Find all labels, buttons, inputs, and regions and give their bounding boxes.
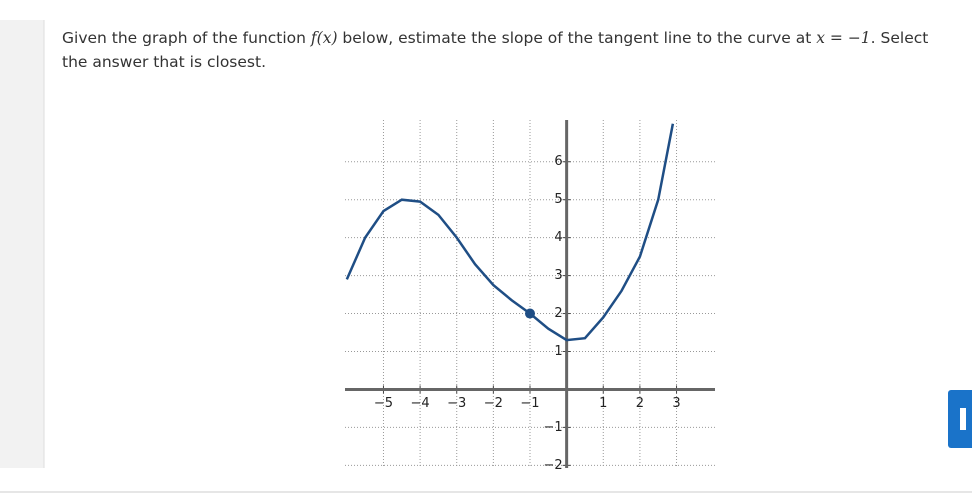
question: Given the graph of the function f(x) bel… [62, 26, 952, 74]
curve [345, 123, 675, 342]
question-text: Given the graph of the function [62, 29, 311, 47]
y-tick-label: −2 [543, 458, 562, 473]
question-text: below, estimate the slope of the tangent… [337, 29, 817, 47]
x-tick-label: −3 [447, 396, 466, 411]
math: f(x) [310, 29, 338, 47]
y-tick-label: −1 [543, 420, 562, 435]
point [525, 308, 535, 319]
y-tick-label: 3 [554, 268, 562, 283]
x-tick-label: −5 [374, 396, 393, 411]
y-tick-label: 4 [554, 230, 562, 245]
side-bar [0, 20, 44, 468]
x-tick-label: 1 [599, 396, 607, 411]
question-text: . Select the answer that is closest. [62, 29, 929, 71]
x-tick-label: −1 [520, 396, 539, 411]
icon [960, 408, 966, 430]
x-tick-label: −2 [484, 396, 503, 411]
x-tick-label: 2 [636, 396, 644, 411]
y-tick-label: 1 [554, 344, 562, 359]
y-tick-label: 2 [554, 306, 562, 321]
x-tick-label: −4 [411, 396, 430, 411]
math: x = −1 [816, 29, 871, 47]
y-tick-label: 5 [554, 192, 562, 207]
y-tick-label: 6 [554, 154, 562, 169]
x-tick-label: 3 [672, 396, 680, 411]
